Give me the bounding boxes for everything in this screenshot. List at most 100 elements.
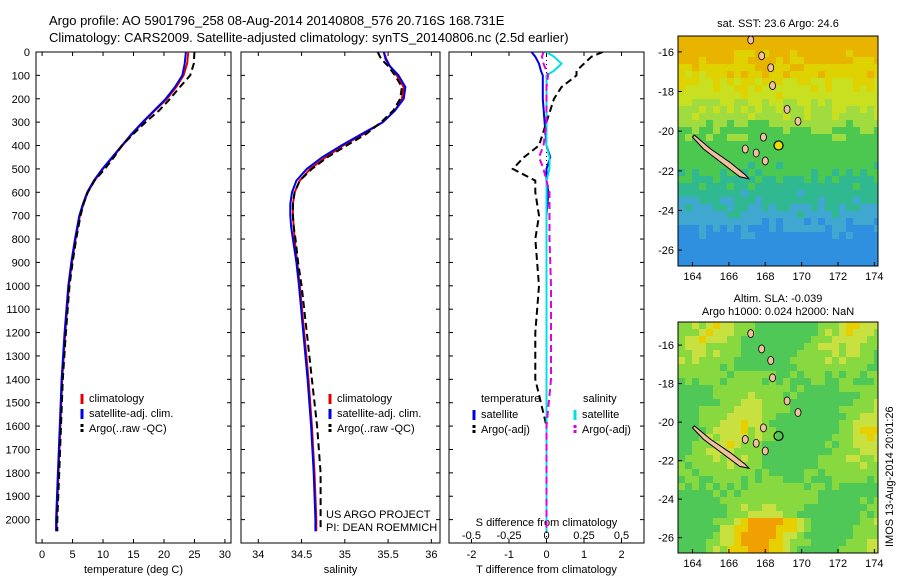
x-tick-label: 34.5 xyxy=(291,549,312,561)
map-y-tick-label: -18 xyxy=(658,87,674,99)
map-y-tick-label: -24 xyxy=(658,494,674,506)
island-shape xyxy=(794,116,802,126)
series-line xyxy=(537,52,552,532)
sst-map-panel: 164 166 168 170 172 174 -16 -18 -20 -22 -24 -26 sat.… xyxy=(658,18,883,283)
series-line xyxy=(545,52,563,532)
legend-label: Argo(..raw -QC) xyxy=(89,423,167,435)
y-tick-label: 300 xyxy=(12,117,30,129)
x-tick-label: 36 xyxy=(425,549,437,561)
x-tick-label: 5 xyxy=(70,549,76,561)
sla-map-panel: 164 166 168 170 172 174 -16 -18 -20 -22 -24 -26 Alti… xyxy=(658,293,883,570)
map-y-tick-label: -22 xyxy=(658,166,674,178)
map-x-tick-label: 174 xyxy=(865,271,883,283)
y-tick-label: 1900 xyxy=(6,491,30,503)
x-tick-label: 34 xyxy=(252,549,264,561)
legend-label: climatology xyxy=(337,393,393,405)
y-tick-label: 1300 xyxy=(6,351,30,363)
s-tick-label: 0.25 xyxy=(573,530,594,542)
x-tick-label: 25 xyxy=(188,549,200,561)
x-axis-label: T difference from climatology xyxy=(476,564,617,576)
island-shape xyxy=(767,63,775,73)
island-shape xyxy=(747,36,755,45)
map-y-tick-label: -16 xyxy=(658,340,674,352)
series-line xyxy=(289,52,407,532)
series-line xyxy=(56,52,196,532)
island-shape xyxy=(752,148,760,158)
island-shape xyxy=(741,144,749,154)
map-x-tick-label: 172 xyxy=(829,271,847,283)
x-axis-label: salinity xyxy=(324,564,358,576)
island-shape xyxy=(794,408,802,417)
legend-label: Argo(-adj) xyxy=(582,424,631,436)
argo-position-marker xyxy=(773,140,784,151)
y-tick-label: 500 xyxy=(12,164,30,176)
pi-label: PI: DEAN ROEMMICH xyxy=(326,522,437,534)
y-tick-label: 200 xyxy=(12,94,30,106)
y-tick-label: 1200 xyxy=(6,328,30,340)
legend-label: Argo(-adj) xyxy=(481,424,530,436)
island-shape xyxy=(783,104,791,114)
series-line xyxy=(511,52,604,532)
plot-frame xyxy=(240,51,441,544)
legend-label: satellite xyxy=(582,409,619,421)
map-field xyxy=(678,322,878,553)
y-tick-label: 0 xyxy=(24,47,30,59)
figure-title: Argo profile: AO 5901796_258 08-Aug-2014… xyxy=(49,13,505,28)
legend-label: satellite xyxy=(481,409,518,421)
y-tick-label: 100 xyxy=(12,70,30,82)
s-tick-label: -0.5 xyxy=(462,530,481,542)
x-axis-label: temperature (deg C) xyxy=(84,564,183,576)
legend-label: climatology xyxy=(89,393,145,405)
map-y-tick-label: -20 xyxy=(658,126,674,138)
x-tick-label: 1 xyxy=(581,549,587,561)
map-y-tick-label: -26 xyxy=(658,245,674,257)
map-y-tick-label: -26 xyxy=(658,533,674,545)
island-shape xyxy=(761,446,769,456)
island-shape xyxy=(747,329,755,338)
island-shape xyxy=(761,156,769,166)
x-tick-label: -2 xyxy=(467,549,477,561)
map-field xyxy=(678,36,878,266)
island-shape xyxy=(760,423,767,433)
y-tick-label: 1700 xyxy=(6,444,30,456)
y-tick-label: 400 xyxy=(12,141,30,153)
map-frame xyxy=(677,35,879,267)
x-tick-label: 35 xyxy=(339,549,351,561)
legend-title: salinity xyxy=(583,393,617,405)
x-tick-label: 15 xyxy=(127,549,139,561)
y-tick-label: 800 xyxy=(12,234,30,246)
island-shape xyxy=(758,344,766,354)
x-tick-label: 35.5 xyxy=(377,549,398,561)
island-shape xyxy=(769,81,776,90)
x-tick-label: 0 xyxy=(543,549,549,561)
temperature-panel: 0100200300400500600700800900100011001200… xyxy=(6,47,232,576)
legend-label: satellite-adj. clim. xyxy=(89,408,173,420)
y-tick-label: 1500 xyxy=(6,398,30,410)
map-x-tick-label: 164 xyxy=(683,271,701,283)
legend-label: satellite-adj. clim. xyxy=(337,408,421,420)
series-line xyxy=(291,52,403,532)
s-tick-label: 0.5 xyxy=(614,530,629,542)
x-tick-label: -1 xyxy=(504,549,514,561)
series-line xyxy=(55,52,190,532)
y-tick-label: 900 xyxy=(12,257,30,269)
map-x-tick-label: 170 xyxy=(792,558,810,570)
x-tick-label: 2 xyxy=(618,549,624,561)
map-x-tick-label: 168 xyxy=(756,271,774,283)
island-shape xyxy=(767,356,775,365)
y-tick-label: 1100 xyxy=(6,304,30,316)
s-tick-label: -0.25 xyxy=(496,530,521,542)
map-title: sat. SST: 23.6 Argo: 24.6 xyxy=(717,18,839,30)
y-tick-label: 1400 xyxy=(6,374,30,386)
x-tick-label: 30 xyxy=(219,549,231,561)
island-shape xyxy=(741,435,749,444)
y-tick-label: 2000 xyxy=(6,515,30,527)
credit-label: IMOS 13-Aug-2014 20:01:26 xyxy=(884,406,896,547)
figure-subtitle: Climatology: CARS2009. Satellite-adjuste… xyxy=(49,30,569,45)
map-x-tick-label: 164 xyxy=(683,558,701,570)
legend-title: temperature xyxy=(481,393,540,405)
salinity-panel: 34 34.5 35 35.5 36 salinity climatology satelli… xyxy=(240,51,441,576)
map-title: Argo h1000: 0.024 h2000: NaN xyxy=(702,306,854,318)
y-tick-label: 1000 xyxy=(6,281,30,293)
